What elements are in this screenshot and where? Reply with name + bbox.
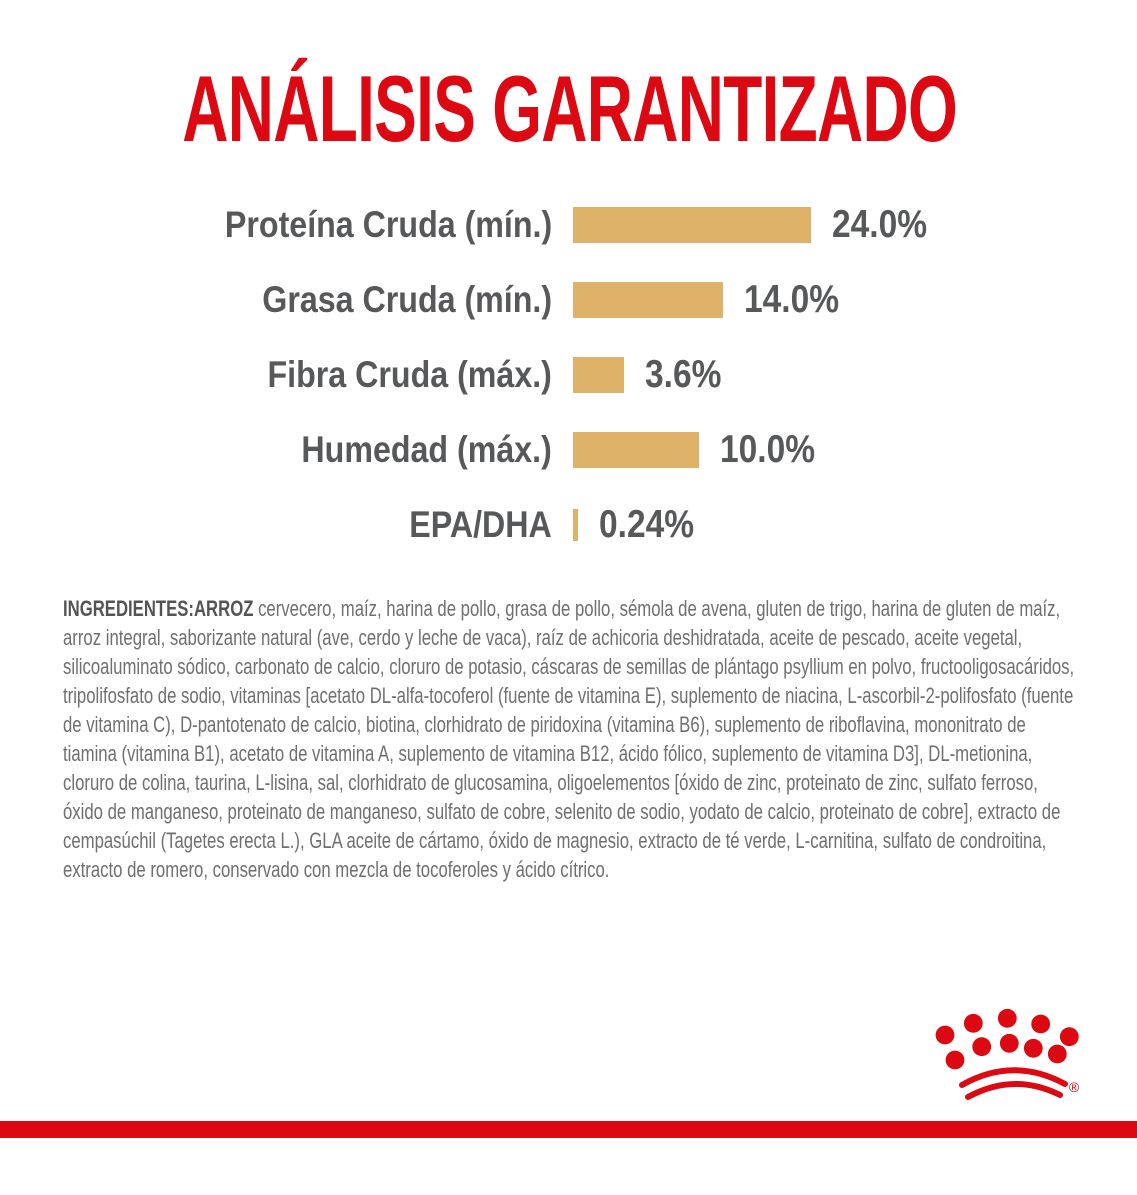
crown-dots bbox=[935, 1008, 1079, 1070]
guaranteed-analysis-chart: Proteína Cruda (mín.) 24.0% Grasa Cruda (m… bbox=[0, 187, 1137, 562]
analysis-bar bbox=[573, 508, 578, 541]
crown-band-upper bbox=[959, 1067, 1068, 1088]
analysis-bar bbox=[573, 281, 723, 318]
analysis-value: 14.0% bbox=[744, 277, 840, 321]
ingredients-text: cervecero, maíz, harina de pollo, grasa … bbox=[63, 596, 1075, 882]
analysis-label: Grasa Cruda (mín.) bbox=[262, 278, 552, 320]
analysis-row: Grasa Cruda (mín.) 14.0% bbox=[0, 262, 1137, 337]
analysis-bar bbox=[573, 206, 811, 243]
analysis-label: Fibra Cruda (máx.) bbox=[267, 353, 552, 395]
page-title: ANÁLISIS GARANTIZADO bbox=[0, 62, 1137, 156]
analysis-row: Proteína Cruda (mín.) 24.0% bbox=[0, 187, 1137, 262]
crown-band-lower bbox=[965, 1081, 1063, 1100]
analysis-bar bbox=[573, 431, 699, 468]
ingredients-paragraph: INGREDIENTES:ARROZ cervecero, maíz, hari… bbox=[63, 594, 1078, 884]
analysis-row: EPA/DHA 0.24% bbox=[0, 487, 1137, 562]
analysis-label: Proteína Cruda (mín.) bbox=[224, 203, 552, 245]
analysis-bar bbox=[573, 356, 624, 393]
ingredients-heading: INGREDIENTES:ARROZ bbox=[63, 596, 254, 621]
registered-trademark-symbol: ® bbox=[1069, 1079, 1080, 1095]
royal-canin-crown-logo: ® bbox=[935, 1008, 1080, 1100]
analysis-value: 0.24% bbox=[599, 502, 695, 546]
analysis-value: 3.6% bbox=[645, 352, 722, 396]
page-title-text: ANÁLISIS GARANTIZADO bbox=[182, 56, 958, 161]
analysis-label: Humedad (máx.) bbox=[301, 428, 552, 470]
analysis-value: 10.0% bbox=[720, 427, 816, 471]
bottom-red-band bbox=[0, 1121, 1137, 1138]
analysis-label: EPA/DHA bbox=[409, 503, 552, 545]
analysis-row: Humedad (máx.) 10.0% bbox=[0, 412, 1137, 487]
analysis-value: 24.0% bbox=[832, 202, 928, 246]
analysis-row: Fibra Cruda (máx.) 3.6% bbox=[0, 337, 1137, 412]
